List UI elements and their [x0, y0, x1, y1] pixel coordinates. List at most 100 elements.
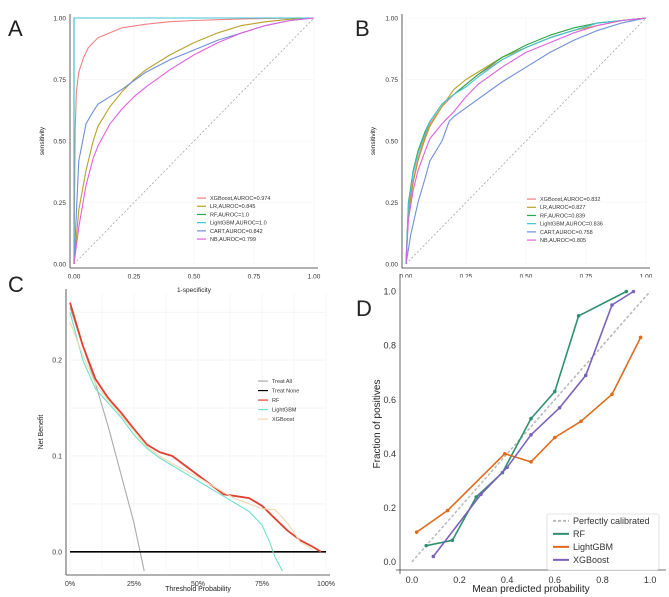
y-tick-label: 0.75 — [53, 77, 66, 84]
x-tick-label: 0.75 — [248, 274, 261, 281]
series-line-2 — [69, 302, 322, 553]
legend: Perfectly calibrated RF LightGBM XGBoost — [546, 513, 660, 571]
series-point — [553, 389, 557, 394]
x-tick-label: 0.8 — [596, 575, 609, 585]
y-tick-label: 0.00 — [53, 261, 66, 268]
legend-label: RF — [573, 529, 585, 539]
panel-b: B 0.00 0.25 0.50 0.75 1.00 0.00 0.25 0.50 0.75 1.0… — [355, 14, 653, 294]
x-tick-label: 0.6 — [549, 575, 562, 585]
legend-label: RF,AUROC=0.839 — [540, 213, 585, 219]
y-axis-label: sensitivity — [39, 126, 46, 155]
panel-a: A 0.00 0.25 0.50 0.75 1.00 0.00 0.25 0.50 0.75 1.0… — [8, 14, 321, 294]
legend-label: XGBoost — [272, 417, 294, 423]
series-point — [505, 465, 509, 470]
legend-label: RF — [272, 398, 280, 404]
series-point — [576, 314, 581, 318]
legend: XGBoost,AUROC=0.832 LR,AUROC=0.827 RF,AURO… — [527, 197, 603, 244]
legend-label: XGBoost,AUROC=0.974 — [210, 196, 270, 202]
legend-label: CART,AUROC=0.758 — [540, 230, 593, 236]
series-point — [557, 405, 562, 410]
y-tick-label: 0.00 — [385, 261, 398, 268]
y-tick-label: 0.25 — [385, 200, 398, 207]
series-line-0 — [411, 290, 651, 563]
series-line-1 — [426, 290, 627, 547]
series-point — [431, 554, 436, 559]
series-point — [553, 435, 557, 440]
series-point — [424, 543, 429, 548]
x-tick-label: 25% — [127, 581, 141, 588]
series-line-0 — [69, 307, 145, 572]
panel-d: D 0.0 0.2 0.4 0.6 0.8 1.0 0.0 0.2 0.4 0.6 0.8 1.0 Mea… — [356, 274, 666, 595]
legend-label: Perfectly calibrated — [573, 516, 650, 526]
x-tick-label: 1.0 — [644, 575, 657, 585]
x-tick-label: 50% — [191, 581, 205, 588]
x-tick-label: 0.25 — [460, 274, 473, 281]
series-point — [445, 508, 450, 513]
series-point — [579, 419, 583, 424]
series-point — [450, 538, 455, 543]
series-line-5 — [405, 17, 647, 265]
y-axis-label: sensitivity — [370, 126, 377, 155]
series-point — [503, 451, 507, 456]
series-line-2 — [416, 337, 642, 533]
y-tick-label: 0.8 — [383, 341, 396, 351]
legend-label: LightGBM — [573, 542, 613, 552]
legend-label: XGBoost — [573, 555, 610, 565]
series-line-3 — [73, 17, 314, 264]
legend-label: LightGBM,AUROC=1.0 — [210, 221, 267, 227]
legend-label: LightGBM — [272, 408, 297, 414]
legend-label: Treat None — [272, 389, 299, 395]
y-tick-label: 0.25 — [53, 200, 66, 207]
x-axis-label: Threshold Probability — [165, 586, 231, 593]
y-tick-label: 1.00 — [53, 15, 66, 22]
panel-label: C — [8, 272, 24, 297]
legend-label: NB,AUROC=0.805 — [540, 238, 586, 244]
x-tick-label: 0.0 — [406, 575, 419, 585]
y-tick-label: 0.2 — [383, 503, 396, 513]
legend-label: XGBoost,AUROC=0.832 — [540, 197, 600, 203]
series-point — [479, 492, 483, 497]
y-tick-label: 0.0 — [383, 557, 396, 567]
x-tick-label: 0.2 — [453, 575, 466, 585]
y-axis-label: Fraction of positives — [372, 380, 383, 469]
series-point — [638, 335, 643, 340]
legend-label: LightGBM,AUROC=0.836 — [540, 222, 603, 228]
x-tick-label: 0.00 — [68, 274, 81, 281]
legend: XGBoost,AUROC=0.974 LR,AUROC=0.845 RF,AURO… — [197, 196, 270, 243]
legend-box — [546, 513, 660, 571]
series-point — [624, 289, 629, 294]
legend-label: LR,AUROC=0.827 — [540, 205, 585, 211]
y-tick-label: 1.0 — [383, 287, 396, 297]
x-tick-label: 1.00 — [640, 274, 653, 281]
x-axis-label: 1-specificity — [177, 287, 212, 294]
series-point — [529, 460, 533, 464]
panel-c: C 0% 25% 50% 75% 100% 0.0 0.1 0.2 Threshold Proba… — [8, 272, 335, 593]
diagonal-reference — [73, 17, 315, 265]
y-tick-label: 0.75 — [385, 77, 398, 84]
y-tick-label: 0.2 — [52, 358, 62, 365]
panel-label: D — [356, 296, 372, 321]
legend-label: LR,AUROC=0.845 — [210, 204, 255, 210]
series-point — [610, 392, 614, 397]
series-line-3 — [432, 290, 634, 557]
legend-label: CART,AUROC=0.842 — [210, 229, 263, 235]
series-point — [631, 289, 636, 294]
series-point — [529, 416, 533, 421]
x-tick-label: 0% — [65, 581, 75, 588]
legend-label: Treat All — [272, 379, 292, 385]
y-tick-label: 0.1 — [52, 453, 62, 460]
series-point — [414, 530, 419, 534]
x-tick-label: 0.75 — [580, 274, 593, 281]
x-tick-label: 75% — [255, 581, 269, 588]
series-line-3 — [69, 312, 283, 572]
diagonal-reference — [405, 17, 647, 265]
x-tick-label: 0.4 — [501, 575, 514, 585]
y-tick-label: 0.50 — [385, 138, 398, 145]
series-point — [610, 303, 614, 307]
series-point — [583, 373, 588, 378]
panel-label: B — [355, 16, 370, 41]
series-point — [474, 495, 479, 499]
legend: Treat All Treat None RF LightGBM XGBoost — [258, 379, 299, 423]
